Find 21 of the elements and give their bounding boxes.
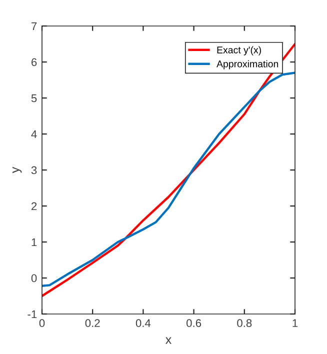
y-tick-label: 1 <box>32 238 37 246</box>
y-tick-label: -1 <box>28 310 37 318</box>
legend-label: Exact y'(x) <box>217 46 261 56</box>
y-axis-title: y <box>12 166 22 174</box>
y-tick-label: 5 <box>31 94 37 102</box>
x-tick-label: 1 <box>292 319 298 327</box>
x-tick-label: 0.2 <box>85 319 100 328</box>
x-tick-label: 0.8 <box>237 319 252 328</box>
x-tick-label: 0.6 <box>186 319 202 328</box>
y-tick-label: 2 <box>32 202 37 210</box>
y-tick-label: 6 <box>32 58 37 66</box>
line-series <box>42 72 295 288</box>
x-axis-title: x <box>166 337 172 344</box>
x-tick-label: 0 <box>39 319 45 328</box>
y-tick-label: 4 <box>31 130 37 138</box>
x-tick-label: 0.4 <box>136 319 151 328</box>
legend-label: Approximation <box>216 60 278 70</box>
y-tick-label: 0 <box>31 274 37 282</box>
line-series <box>42 42 295 298</box>
y-tick-label: 3 <box>31 166 37 174</box>
y-tick-label: 7 <box>32 22 37 30</box>
